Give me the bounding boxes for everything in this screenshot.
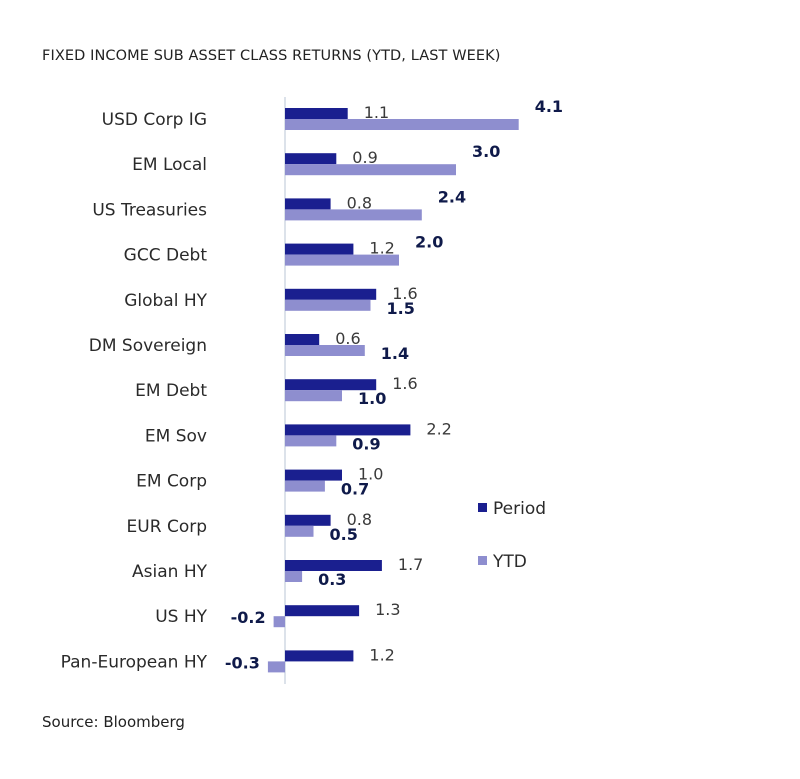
bar-ytd [285,435,337,447]
bar-ytd [285,209,422,221]
data-label-period: 1.6 [392,374,417,393]
data-label-ytd: 1.5 [387,299,415,318]
data-label-period: 1.3 [375,600,400,619]
bar-period [285,288,377,300]
data-label-period: 1.2 [369,645,394,664]
bar-period [285,514,331,526]
bar-period [285,243,354,255]
data-label-ytd: 0.7 [341,480,369,499]
bar-period [285,650,354,662]
data-label-ytd: -0.2 [231,608,266,627]
legend-label-ytd: YTD [492,552,527,572]
bar-period [285,379,377,391]
category-label: Asian HY [132,562,208,582]
data-label-period: 0.9 [352,148,377,167]
category-label: EUR Corp [127,517,207,537]
data-label-ytd: 2.4 [438,187,466,206]
bar-ytd [285,345,365,356]
bar-ytd [273,616,285,628]
category-label: GCC Debt [124,246,208,266]
category-label: US Treasuries [92,200,207,220]
bar-ytd [267,661,285,673]
data-label-ytd: 1.4 [381,344,409,363]
bar-period [285,153,337,165]
data-label-ytd: 2.0 [415,233,443,252]
legend-swatch-ytd [478,556,487,565]
data-label-period: 1.0 [358,465,383,484]
bar-period [285,334,320,345]
bar-ytd [285,299,371,311]
data-label-period: 1.1 [364,103,389,122]
category-label: Global HY [124,291,207,311]
bar-ytd [285,119,519,130]
data-label-ytd: 3.0 [472,142,500,161]
category-label: DM Sovereign [89,336,207,356]
data-label-period: 1.7 [398,555,423,574]
data-label-ytd: 0.3 [318,570,346,589]
data-label-ytd: 0.5 [330,525,358,544]
category-label: USD Corp IG [102,110,207,130]
legend-swatch-period [478,503,487,512]
category-label: EM Sov [145,426,207,446]
data-label-ytd: 4.1 [535,97,563,116]
category-label: US HY [155,607,207,627]
bar-ytd [285,480,325,492]
category-label: Pan-European HY [61,652,208,672]
bar-period [285,605,360,617]
category-labels: USD Corp IG EM Local US Treasuries GCC Debt… [61,110,208,672]
legend-label-period: Period [493,499,546,519]
category-label: EM Local [132,155,207,175]
source-note: Source: Bloomberg [42,713,185,731]
data-label-period: 2.2 [426,419,451,438]
chart-title: FIXED INCOME SUB ASSET CLASS RETURNS (YT… [42,48,501,64]
bar-ytd [285,254,399,266]
bar-period [285,108,348,119]
legend: Period YTD [478,499,546,572]
data-label-period: 0.8 [347,193,372,212]
bar-period [285,560,382,571]
category-label: EM Corp [136,472,207,492]
bar-ytd [285,525,314,537]
data-label-period: 1.6 [392,284,417,303]
data-label-ytd: 0.9 [352,434,380,453]
data-label-period: 1.2 [369,239,394,258]
data-label-period: 0.8 [347,510,372,529]
data-label-ytd: -0.3 [225,653,260,672]
bar-period [285,469,342,481]
data-label-ytd: 1.0 [358,389,386,408]
data-label-period: 0.6 [335,329,360,348]
bar-ytd [285,164,456,176]
bar-period [285,198,331,210]
category-label: EM Debt [135,381,207,401]
bar-ytd [285,571,303,582]
bar-period [285,424,411,436]
bars-group: 1.1 4.10.9 3.00.8 2.41.2 2.01.61.50.61.41.61… [225,97,563,673]
bar-ytd [285,390,342,402]
